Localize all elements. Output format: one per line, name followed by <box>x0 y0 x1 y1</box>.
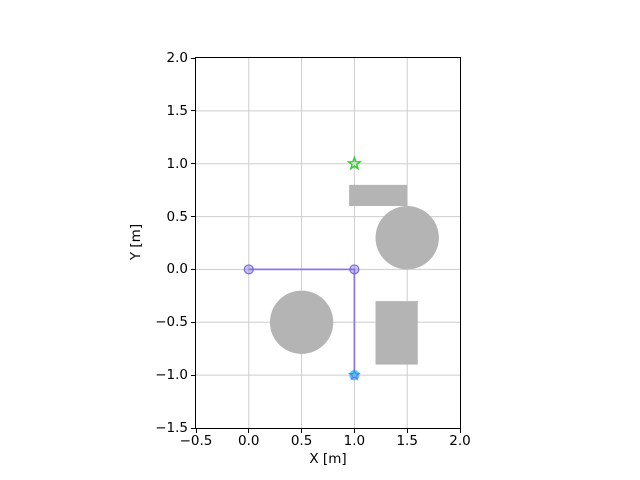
y-tick-mark <box>191 427 195 429</box>
y-tick-label: 0.5 <box>166 208 188 225</box>
obstacle-rect <box>375 301 418 365</box>
y-tick-mark <box>191 268 195 270</box>
waypoint-marker <box>243 264 254 275</box>
x-tick-label: 1.0 <box>343 433 366 449</box>
y-tick-mark <box>191 163 195 165</box>
start-star-overlay <box>347 368 361 381</box>
y-tick-label: 1.0 <box>166 155 188 172</box>
x-tick-mark <box>353 429 355 433</box>
x-tick-mark <box>248 429 250 433</box>
goal-marker <box>346 155 363 171</box>
x-tick-label: 0.5 <box>290 433 313 449</box>
x-tick-label: −0.5 <box>179 433 213 449</box>
x-tick-label: 0.0 <box>238 433 260 449</box>
y-tick-mark <box>191 57 195 59</box>
y-axis-label: Y [m] <box>128 223 144 261</box>
x-tick-mark <box>195 429 197 433</box>
obstacle-circle <box>375 206 439 270</box>
y-tick-mark <box>191 216 195 218</box>
plot-canvas <box>196 58 460 428</box>
y-tick-mark <box>191 110 195 112</box>
path-line <box>248 268 356 376</box>
y-tick-label: −0.5 <box>155 314 188 331</box>
waypoint-marker <box>349 264 360 275</box>
x-tick-mark <box>459 429 461 433</box>
x-tick-label: 2.0 <box>449 433 471 449</box>
x-axis-label: X [m] <box>309 451 347 467</box>
plot-area <box>195 57 461 429</box>
y-tick-label: 0.0 <box>166 261 188 278</box>
x-tick-mark <box>406 429 408 433</box>
obstacle-rect <box>349 184 408 206</box>
y-tick-mark <box>191 374 195 376</box>
obstacle-circle <box>269 290 334 354</box>
x-tick-mark <box>301 429 303 433</box>
y-tick-label: −1.0 <box>155 367 188 384</box>
x-tick-label: 1.5 <box>396 433 418 449</box>
y-tick-label: 2.0 <box>166 50 188 66</box>
y-tick-label: −1.5 <box>155 420 188 436</box>
y-tick-mark <box>191 321 195 323</box>
y-tick-label: 1.5 <box>166 102 188 119</box>
